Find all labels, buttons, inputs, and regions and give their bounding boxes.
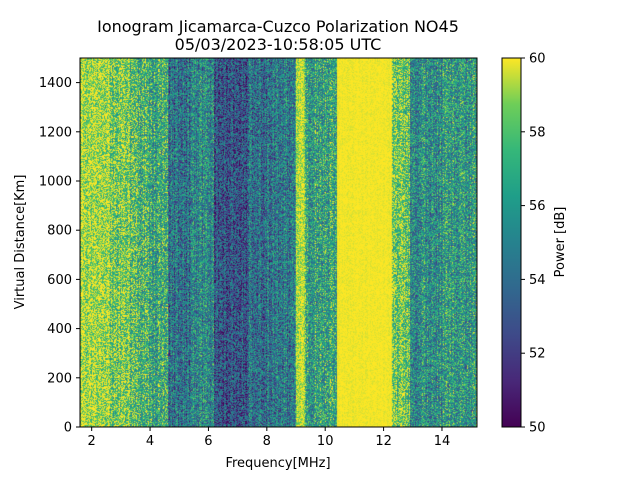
- heatmap-image: [80, 58, 477, 427]
- colorbar-tick-label: 54: [529, 273, 546, 288]
- chart-subtitle: 05/03/2023-10:58:05 UTC: [175, 35, 382, 54]
- chart-title: Ionogram Jicamarca-Cuzco Polarization NO…: [97, 17, 459, 36]
- colorbar-tick-label: 50: [529, 421, 546, 436]
- y-tick-label: 200: [47, 371, 72, 386]
- colorbar: [501, 57, 522, 428]
- x-tick-label: 14: [434, 434, 451, 449]
- y-tick-label: 600: [47, 273, 72, 288]
- x-axis: 2 4 6 8 10 12 14: [88, 427, 451, 449]
- y-tick-label: 800: [47, 224, 72, 239]
- y-axis-label: Virtual Distance[Km]: [13, 175, 28, 310]
- x-tick-label: 2: [88, 434, 96, 449]
- colorbar-tick-label: 58: [529, 125, 546, 140]
- x-tick-label: 10: [317, 434, 334, 449]
- x-tick-label: 12: [375, 434, 392, 449]
- x-tick-label: 6: [204, 434, 212, 449]
- y-axis: 0 200 400 600 800 1000 1200 1400: [39, 76, 80, 436]
- y-tick-label: 1200: [39, 125, 72, 140]
- plot-frame: [79, 57, 478, 428]
- colorbar-label: Power [dB]: [553, 207, 568, 278]
- colorbar-axis: 50 52 54 56 58 60: [521, 52, 546, 436]
- x-tick-label: 4: [146, 434, 154, 449]
- y-tick-label: 0: [64, 421, 72, 436]
- y-tick-label: 1000: [39, 175, 72, 190]
- x-axis-label: Frequency[MHz]: [225, 456, 330, 471]
- x-tick-label: 8: [263, 434, 271, 449]
- colorbar-tick-label: 52: [529, 347, 546, 362]
- colorbar-tick-label: 56: [529, 199, 546, 214]
- y-tick-label: 400: [47, 322, 72, 337]
- colorbar-tick-label: 60: [529, 52, 546, 67]
- y-tick-label: 1400: [39, 76, 72, 91]
